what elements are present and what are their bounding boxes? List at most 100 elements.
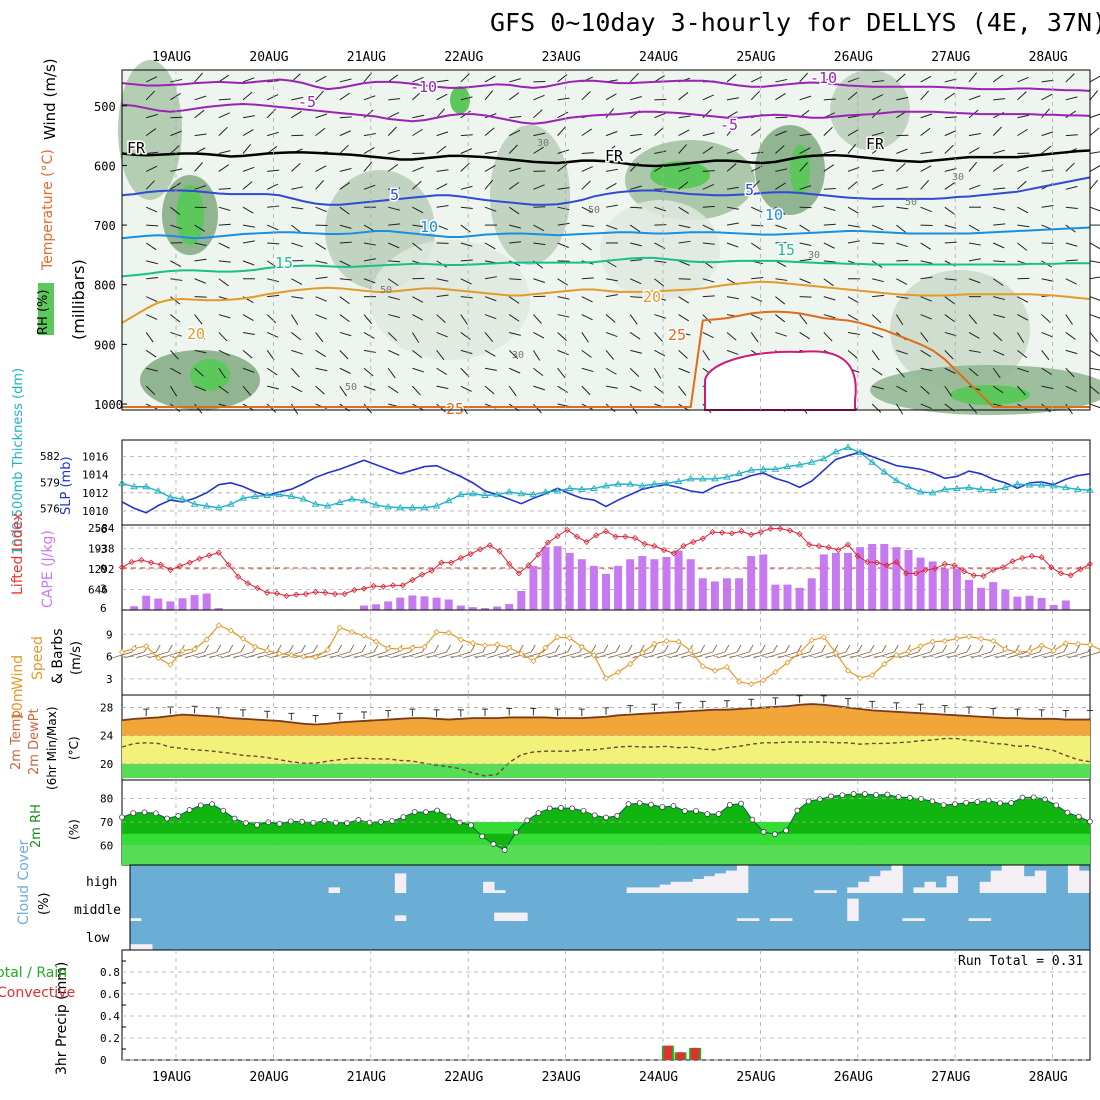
- wind-point: [542, 644, 549, 651]
- precip-tick-label: 0.6: [100, 988, 120, 1001]
- wind-barb: [291, 96, 304, 101]
- wind-barb: [291, 296, 304, 299]
- surface-wind-barb: [196, 651, 217, 659]
- cape-bar: [856, 547, 865, 610]
- wind-barb: [533, 94, 545, 101]
- wind-barb: [267, 242, 280, 245]
- surface-wind-barb-flag: [615, 644, 621, 653]
- li-point: [932, 565, 939, 572]
- wind-barb: [146, 260, 158, 265]
- rh-point: [929, 798, 936, 805]
- li-point: [399, 582, 406, 589]
- wind-barb: [920, 367, 933, 372]
- wind-barb: [920, 260, 933, 264]
- wind-barb: [387, 367, 396, 379]
- surface-wind-barb-flag: [639, 644, 645, 653]
- wind-barb: [630, 242, 642, 247]
- li-point: [312, 588, 319, 596]
- wind-barb: [460, 367, 470, 378]
- wind-barb: [218, 206, 231, 211]
- wind-barb: [145, 128, 157, 137]
- wind-barb: [508, 314, 520, 322]
- surface-wind-barb: [559, 651, 580, 659]
- wind-barb: [218, 385, 229, 394]
- wind-barb: [557, 206, 570, 211]
- wind-barb: [1089, 165, 1100, 172]
- wind-point: [1050, 647, 1057, 654]
- wind-barb: [557, 111, 569, 119]
- wind-barb: [1065, 278, 1077, 285]
- axis-label-temp-a: 2m Temp: [9, 710, 24, 770]
- axis-label-wind: Wind (m/s): [41, 58, 59, 140]
- surface-wind-barb: [244, 651, 266, 659]
- cloud-bar-high: [483, 881, 495, 893]
- wind-barb: [145, 76, 158, 83]
- wind-barb: [678, 349, 688, 359]
- surface-wind-barb-flag: [930, 644, 935, 653]
- wind-barb: [629, 403, 638, 415]
- date-label-bottom: 19AUG: [152, 1070, 191, 1085]
- wind-point: [615, 669, 622, 676]
- wind-barb: [581, 128, 593, 137]
- li-point: [535, 551, 542, 558]
- wind-barb: [678, 260, 690, 266]
- wind-barb: [872, 205, 885, 208]
- wind-barb: [629, 224, 641, 233]
- wind-barb: [484, 242, 496, 250]
- li-point: [719, 529, 726, 536]
- rh-point: [333, 819, 339, 826]
- wind-barb: [872, 242, 885, 245]
- rh-high-area: [450, 86, 470, 114]
- thickness-point: [989, 486, 997, 493]
- wind-barb: [218, 332, 228, 342]
- cape-bar: [904, 550, 913, 610]
- wind-barb: [218, 98, 231, 101]
- surface-wind-barb: [172, 651, 193, 659]
- axis-label-millibars: (millibars): [69, 259, 88, 340]
- li-point: [389, 582, 397, 589]
- cloud-bar-high: [692, 879, 705, 893]
- wind-barb: [823, 74, 835, 83]
- cloud-bar-middle: [394, 915, 407, 921]
- wind-barb: [339, 144, 349, 154]
- rh-contour-label: 50: [345, 382, 357, 393]
- cloud-bar-high: [1078, 870, 1091, 893]
- date-label-bottom: 23AUG: [542, 1070, 581, 1085]
- wind-barb: [146, 367, 158, 372]
- series-2m-temp: [121, 703, 1090, 726]
- wind-tick-label: 3: [106, 673, 113, 686]
- li-point: [1057, 570, 1065, 577]
- rh-point: [456, 819, 463, 826]
- cape-bar: [686, 559, 695, 610]
- rh-point: [164, 815, 170, 822]
- li-point: [322, 589, 329, 596]
- wind-barb: [605, 108, 615, 119]
- wind-barb: [557, 349, 569, 356]
- surface-wind-barb: [765, 651, 786, 659]
- wind-barb: [194, 72, 204, 83]
- thickness-point: [832, 447, 840, 455]
- wind-barb: [387, 74, 399, 83]
- cape-bar: [396, 597, 405, 610]
- wind-barb: [1065, 162, 1075, 172]
- surface-wind-barb-flag: [627, 644, 633, 653]
- wind-barb: [678, 224, 691, 229]
- wind-barb: [170, 182, 181, 190]
- surface-wind-barb: [123, 651, 145, 659]
- wind-barb: [1017, 349, 1028, 359]
- wind-point: [748, 680, 755, 688]
- thickness-point: [965, 483, 973, 491]
- wind-barb: [726, 206, 739, 210]
- surface-wind-barb: [910, 651, 931, 659]
- surface-wind-barb-flag: [216, 644, 222, 653]
- wind-barb: [654, 127, 664, 136]
- li-point: [351, 586, 358, 594]
- wind-point: [1062, 640, 1069, 647]
- wind-barb: [993, 98, 1006, 101]
- li-point: [1028, 552, 1035, 560]
- li-point: [777, 525, 784, 532]
- wind-barb: [726, 73, 737, 83]
- wind-barb: [194, 403, 203, 414]
- cloud-bar-high: [637, 887, 650, 893]
- surface-wind-barb: [849, 651, 871, 659]
